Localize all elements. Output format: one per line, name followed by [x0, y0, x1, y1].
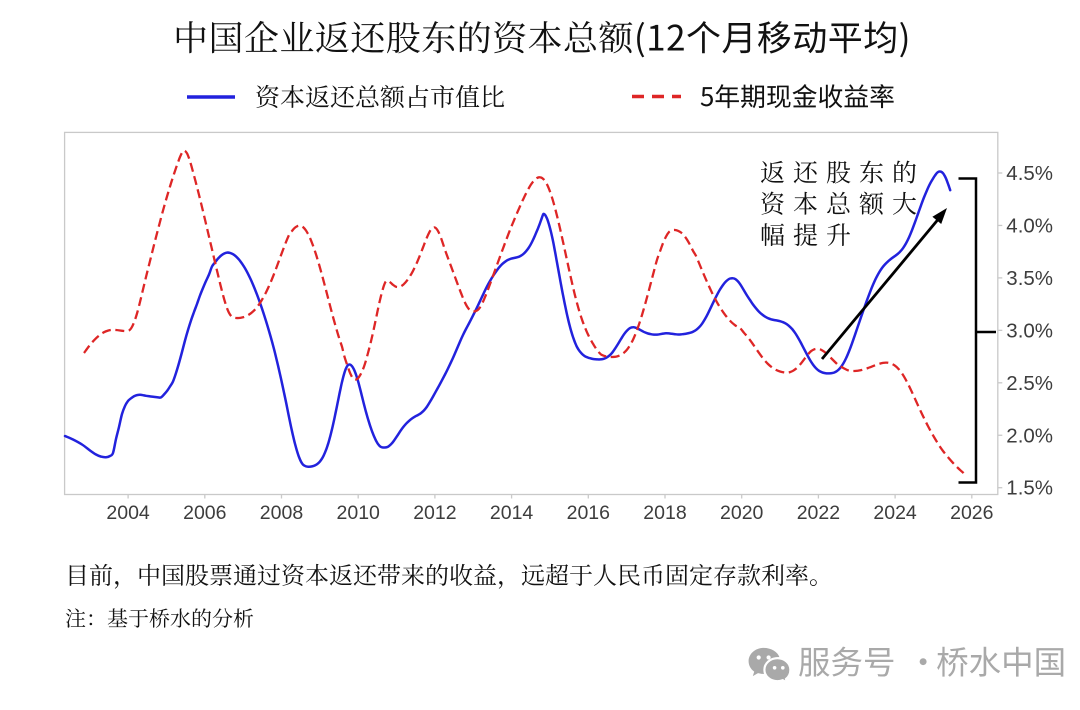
svg-text:1.5%: 1.5% [1006, 477, 1053, 500]
svg-text:3.0%: 3.0% [1006, 319, 1053, 342]
svg-text:2014: 2014 [490, 502, 534, 524]
svg-text:2018: 2018 [643, 502, 686, 524]
svg-text:2026: 2026 [950, 502, 993, 524]
svg-text:2.5%: 2.5% [1006, 372, 1053, 395]
svg-text:2022: 2022 [797, 502, 840, 524]
svg-text:4.5%: 4.5% [1006, 162, 1053, 185]
svg-text:2010: 2010 [337, 502, 381, 524]
svg-text:2024: 2024 [873, 502, 917, 524]
svg-text:2004: 2004 [106, 502, 150, 524]
svg-text:3.5%: 3.5% [1006, 267, 1053, 290]
svg-text:4.0%: 4.0% [1006, 214, 1053, 237]
svg-text:2012: 2012 [413, 502, 456, 524]
svg-text:2016: 2016 [567, 502, 610, 524]
svg-text:2.0%: 2.0% [1006, 424, 1053, 447]
svg-text:2020: 2020 [720, 502, 764, 524]
svg-text:2006: 2006 [183, 502, 226, 524]
svg-text:2008: 2008 [260, 502, 303, 524]
